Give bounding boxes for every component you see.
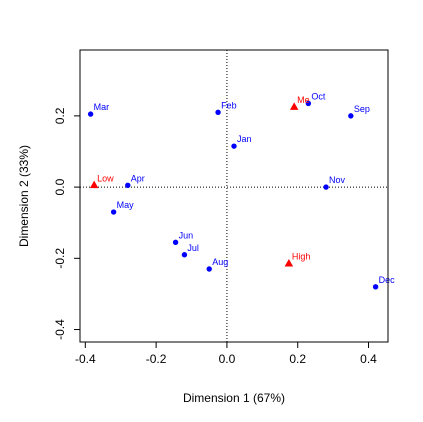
level-point-high bbox=[284, 259, 294, 267]
reference-lines bbox=[80, 50, 388, 342]
x-tick-label: 0.4 bbox=[360, 352, 377, 366]
month-point-nov bbox=[323, 184, 329, 190]
month-point-dec bbox=[372, 284, 379, 290]
x-axis-ticks: -0.4 -0.2 0.0 0.2 0.4 bbox=[75, 342, 377, 366]
y-axis-title: Dimension 2 (33%) bbox=[17, 145, 31, 247]
point-label-may: May bbox=[117, 200, 135, 210]
point-label-oct: Oct bbox=[311, 91, 326, 101]
month-point-jun bbox=[172, 239, 179, 245]
month-point-oct bbox=[305, 100, 312, 107]
point-label-jan: Jan bbox=[237, 134, 252, 144]
point-label-aug: Aug bbox=[212, 257, 228, 267]
level-point-low bbox=[89, 180, 99, 189]
point-label-high: High bbox=[292, 252, 311, 262]
month-point-aug bbox=[206, 266, 212, 272]
point-label-mar: Mar bbox=[94, 102, 110, 112]
point-label-sep: Sep bbox=[354, 104, 370, 114]
point-label-me: Me bbox=[297, 95, 310, 105]
data-points bbox=[87, 100, 379, 290]
point-label-nov: Nov bbox=[329, 175, 346, 185]
x-tick-label: 0.0 bbox=[219, 352, 236, 366]
y-tick-label: -0.4 bbox=[53, 319, 67, 340]
point-label-jul: Jul bbox=[187, 243, 199, 253]
y-tick-label: -0.2 bbox=[53, 248, 67, 269]
x-tick-label: 0.2 bbox=[289, 352, 306, 366]
x-tick-label: -0.2 bbox=[146, 352, 167, 366]
data-point-labels: Jan Feb Mar Apr May Jun Jul Aug Sep Oct Nov Dec Low M… bbox=[94, 91, 395, 284]
month-point-sep bbox=[348, 113, 354, 119]
level-point-me bbox=[289, 102, 299, 110]
month-point-mar bbox=[87, 111, 94, 117]
x-axis-title: Dimension 1 (67%) bbox=[183, 391, 285, 405]
month-point-may bbox=[110, 209, 117, 215]
point-label-feb: Feb bbox=[221, 100, 237, 110]
point-label-dec: Dec bbox=[379, 275, 396, 285]
month-point-apr bbox=[125, 182, 131, 189]
point-label-apr: Apr bbox=[131, 173, 145, 183]
y-tick-label: 0.2 bbox=[53, 107, 67, 124]
x-tick-label: -0.4 bbox=[75, 352, 96, 366]
y-tick-label: 0.0 bbox=[53, 178, 67, 195]
month-point-feb bbox=[215, 109, 221, 116]
plot-frame bbox=[79, 49, 389, 343]
point-label-low: Low bbox=[97, 173, 114, 183]
month-point-jul bbox=[181, 252, 188, 258]
y-axis-ticks: -0.4 -0.2 0.0 0.2 bbox=[53, 107, 80, 340]
point-label-jun: Jun bbox=[179, 230, 194, 240]
month-point-jan bbox=[231, 143, 237, 149]
